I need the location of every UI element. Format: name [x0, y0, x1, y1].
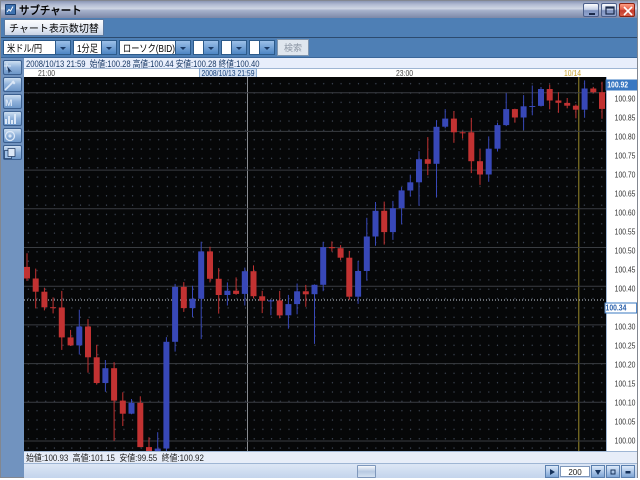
svg-text:M: M	[5, 98, 13, 108]
